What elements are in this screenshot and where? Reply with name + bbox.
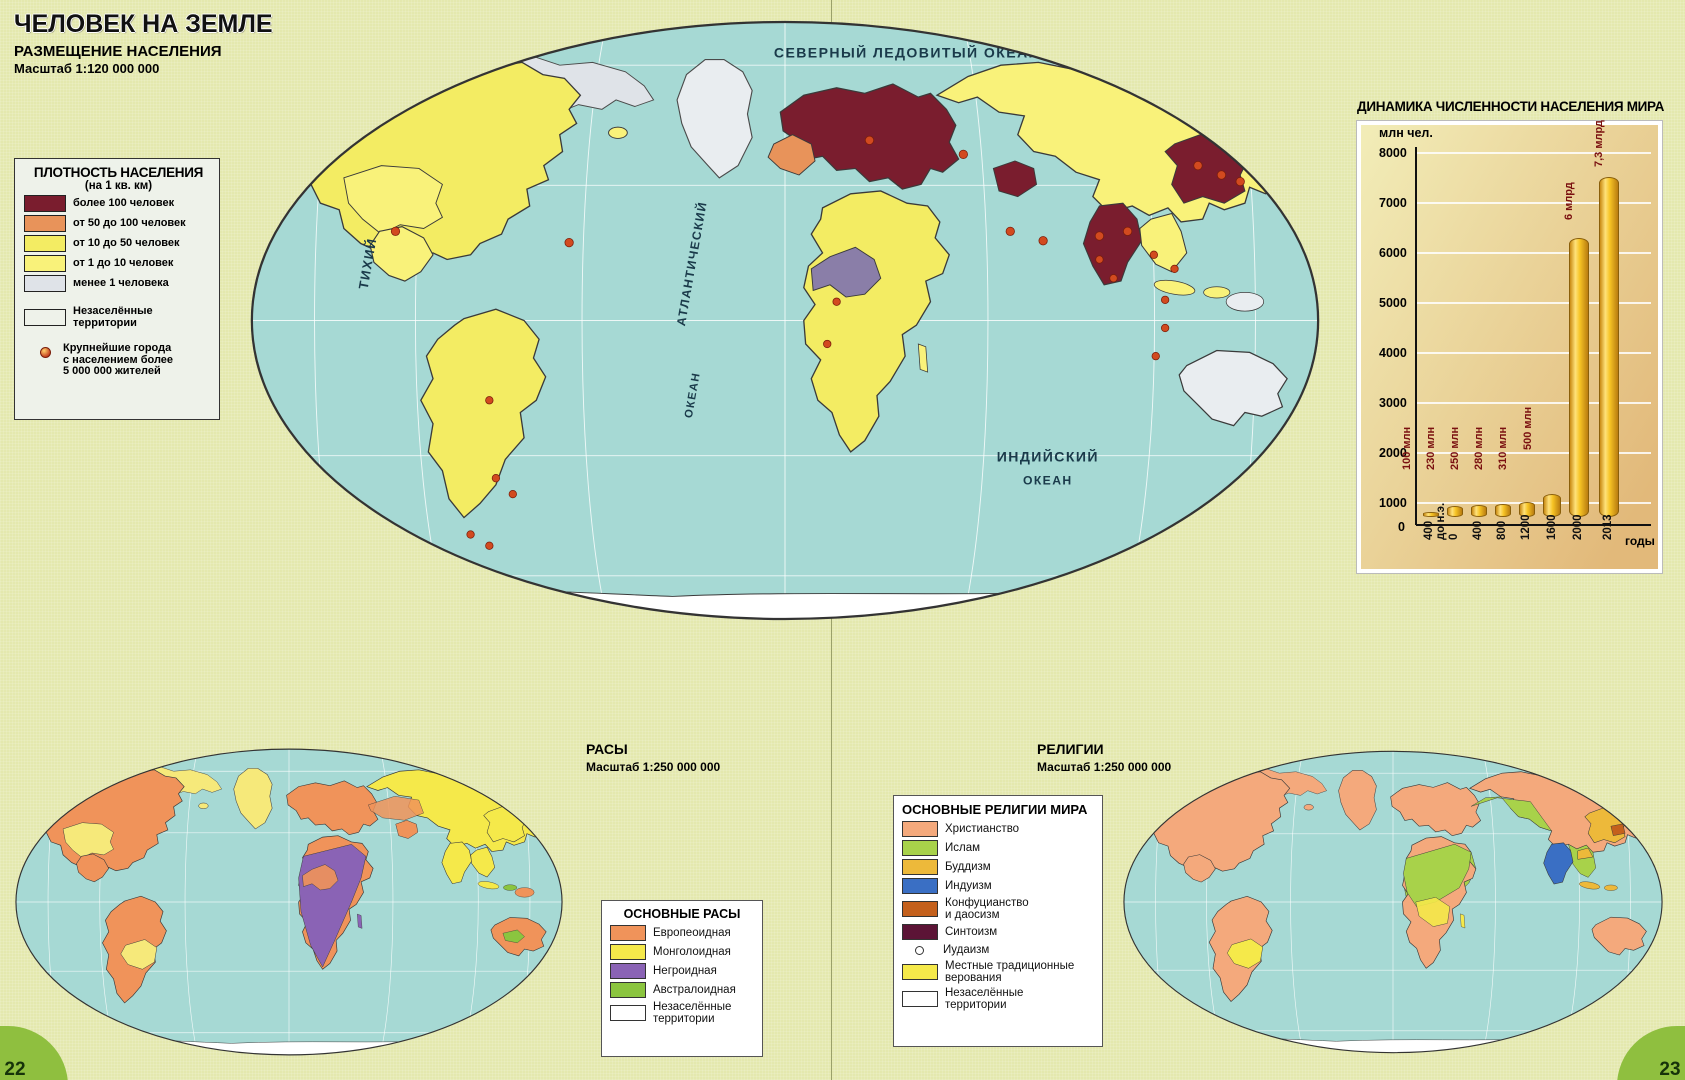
svg-text:4000: 4000	[1379, 346, 1407, 360]
svg-text:ИНДИЙСКИЙ: ИНДИЙСКИЙ	[997, 447, 1099, 464]
svg-text:5000: 5000	[1379, 296, 1407, 310]
svg-text:3000: 3000	[1379, 396, 1407, 410]
svg-text:8000: 8000	[1379, 146, 1407, 160]
svg-text:6000: 6000	[1379, 246, 1407, 260]
svg-text:СЕВЕРНЫЙ ЛЕДОВИТЫЙ ОКЕАН: СЕВЕРНЫЙ ЛЕДОВИТЫЙ ОКЕАН	[774, 44, 1040, 61]
svg-text:0: 0	[1398, 520, 1405, 534]
svg-text:млн чел.: млн чел.	[1379, 126, 1433, 140]
svg-text:1000: 1000	[1379, 496, 1407, 510]
svg-text:ОКЕАН: ОКЕАН	[1023, 474, 1073, 488]
svg-text:7000: 7000	[1379, 196, 1407, 210]
